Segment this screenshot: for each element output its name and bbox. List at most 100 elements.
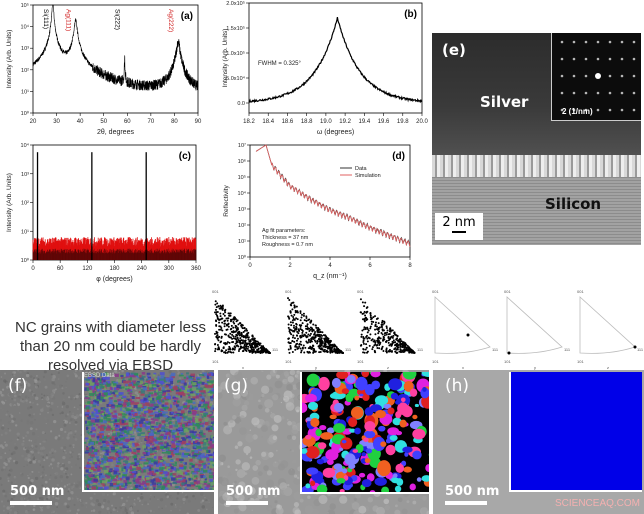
sem-grain (23, 370, 27, 372)
pole-dot (297, 328, 300, 331)
ebsd-grain (164, 482, 169, 484)
pole-dot (289, 321, 292, 324)
pole-dot (329, 349, 332, 352)
sem-grain (64, 502, 68, 506)
sem-grain (66, 503, 70, 507)
sem-grain (61, 502, 64, 505)
pole-dot (229, 332, 232, 335)
sem-grain (7, 473, 11, 477)
pole-dot (367, 329, 370, 332)
sem-grain (27, 453, 31, 458)
sem-grain (78, 480, 82, 485)
y-tick-label: 10¹ (238, 239, 246, 245)
ebsd-grain (85, 481, 90, 485)
pole-dot (377, 322, 380, 325)
pole-dot (214, 311, 217, 314)
sem-grain (45, 439, 48, 441)
sem-grain (0, 419, 3, 422)
pole-dot (233, 322, 236, 325)
corner-label: 001 (577, 289, 584, 294)
sem-grain (70, 483, 74, 487)
sem-grain (131, 370, 134, 372)
pole-dot (291, 336, 294, 339)
sem-grain (33, 394, 36, 397)
sem-grain (117, 508, 121, 512)
sem-grain (29, 408, 31, 411)
sem-grain (61, 411, 64, 415)
sem-grain (83, 453, 86, 456)
sem-grain (43, 394, 46, 397)
sem-grain (111, 462, 113, 464)
sem-grain (19, 370, 22, 374)
sem-grain (4, 399, 7, 402)
pole-dot (229, 336, 232, 339)
y-tick-label: 10³ (21, 172, 29, 178)
pole-dot (410, 350, 413, 353)
ebsd-grain (128, 409, 134, 412)
pole-dot (232, 335, 235, 338)
pole-dot (310, 346, 313, 349)
ebsd-grain (120, 476, 126, 479)
sem-grain (98, 510, 102, 514)
pole-dot (247, 345, 250, 348)
ebsd-grain (151, 409, 155, 413)
pole-dot (221, 304, 224, 307)
pole-dot (252, 342, 255, 345)
pole-dot (362, 337, 365, 340)
pole-dot (387, 350, 390, 353)
sem-grain (74, 438, 78, 441)
sem-grain (197, 509, 201, 513)
pole-dot (245, 347, 248, 350)
sem-grain (79, 397, 82, 400)
pole-dot (245, 350, 248, 353)
sem-grain (50, 457, 52, 459)
plot-frame (248, 2, 423, 114)
pole-dot (295, 346, 298, 349)
ebsd-grain (204, 486, 209, 490)
x-tick-label: 20 (30, 119, 37, 125)
sem-grain (46, 394, 48, 397)
sem-grain (17, 370, 20, 372)
pole-dot (236, 327, 239, 330)
sem-grain (35, 428, 38, 431)
pole-dot (218, 328, 221, 331)
ebsd-grain (183, 462, 186, 464)
ebsd-grain (132, 479, 136, 482)
sem-grain (43, 440, 46, 443)
ebsd-grain (95, 441, 99, 444)
sem-grain (103, 498, 107, 503)
pole-dot (296, 330, 299, 333)
sem-grain (49, 406, 51, 409)
panel-label: (c) (179, 151, 191, 162)
pole-dot (302, 314, 305, 317)
ebsd-grain (85, 420, 88, 424)
pole-dot (315, 326, 318, 329)
pole-dot (302, 335, 305, 338)
ebsd-grain (182, 437, 187, 440)
pole-dot (220, 305, 223, 308)
sem-grain (13, 390, 16, 394)
sem-grain (164, 493, 168, 497)
ebsd-grain (195, 388, 201, 391)
sem-grain (84, 463, 86, 465)
sem-grain (1, 452, 4, 455)
pole-dot (295, 305, 298, 308)
sem-grain (12, 459, 16, 463)
pole-dot (319, 350, 322, 353)
ebsd-grain (86, 430, 90, 434)
sem-grain (33, 449, 38, 453)
pole-dot (337, 351, 340, 354)
ebsd-grain (89, 374, 93, 377)
sem-grain (28, 510, 30, 512)
sem-grain (7, 387, 11, 390)
sem-grain (176, 491, 180, 495)
pole-dot (291, 319, 294, 322)
sem-grain (38, 380, 41, 384)
ebsd-grain (151, 450, 157, 453)
sem-grain (116, 510, 119, 512)
pole-dot (385, 326, 388, 329)
axis-label: y (534, 365, 536, 370)
sem-grain (96, 431, 99, 434)
sem-grain (148, 495, 151, 498)
sem-grain (22, 440, 25, 443)
